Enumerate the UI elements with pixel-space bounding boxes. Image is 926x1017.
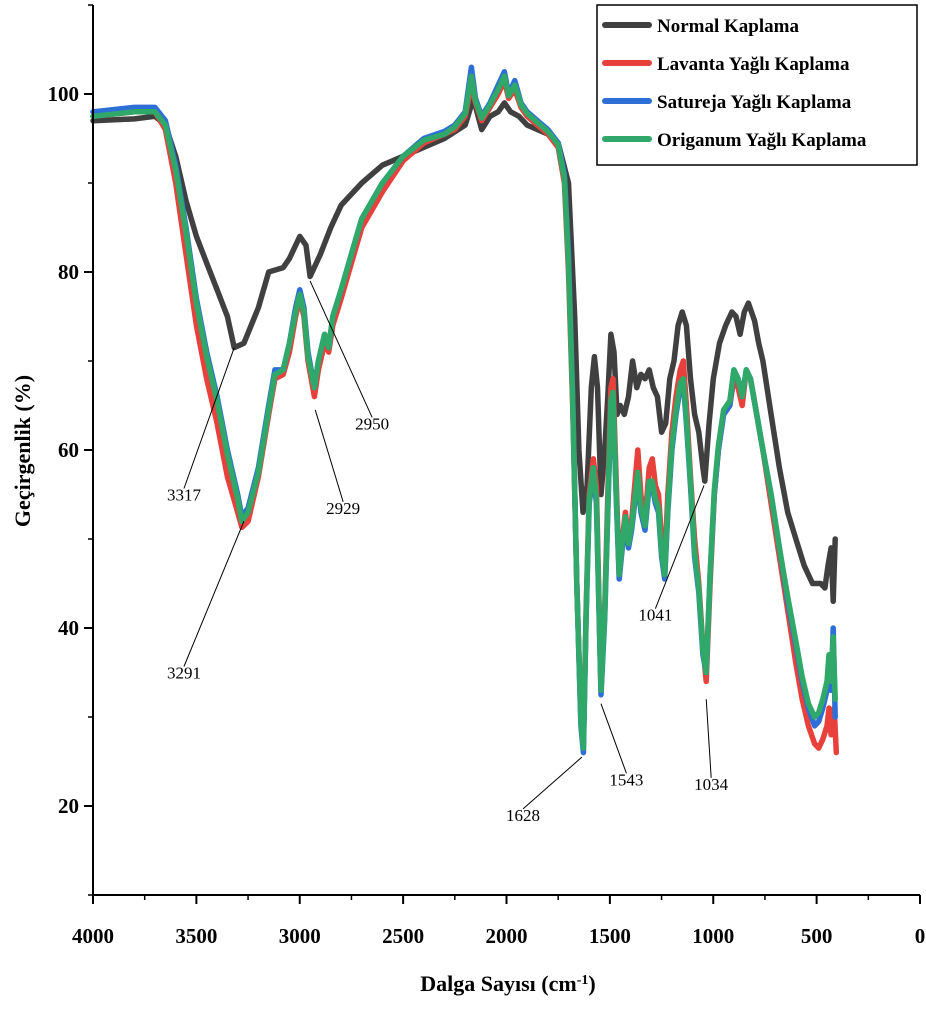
annotation-leader	[183, 521, 245, 667]
x-tick-label: 1000	[692, 924, 734, 948]
annotation-label: 1628	[506, 806, 540, 825]
x-axis-title: Dalga Sayısı (cm-1)	[420, 971, 595, 996]
x-tick-label: 3500	[175, 924, 217, 948]
annotation-label: 2929	[326, 499, 360, 518]
x-tick-label: 0	[915, 924, 926, 948]
x-axis-title-text: Dalga Sayısı (cm	[420, 971, 576, 996]
x-tick-label: 500	[801, 924, 833, 948]
annotation-leader	[600, 703, 627, 774]
annotation-label: 3317	[167, 486, 202, 505]
x-axis-title-sup: -1	[577, 973, 589, 988]
x-tick-label: 4000	[72, 924, 114, 948]
series-line-1	[90, 95, 838, 605]
x-tick-label: 3000	[279, 924, 321, 948]
annotation-label: 1543	[609, 770, 643, 789]
annotation-leader	[183, 347, 235, 489]
legend-entry: Origanum Yağlı Kaplama	[657, 130, 867, 151]
legend-entry: Satureja Yağlı Kaplama	[657, 92, 852, 113]
annotation-leader	[314, 409, 344, 502]
annotation-leader	[309, 280, 373, 418]
annotation-label: 1041	[638, 606, 672, 625]
legend: Normal Kaplama Lavanta Yağlı Kaplama Satur…	[596, 4, 918, 166]
y-axis-title: Geçirgenlik (%)	[10, 375, 35, 527]
series-line-4	[90, 73, 838, 751]
y-ticks: 20 40 60 80 100	[48, 4, 93, 896]
y-tick-label: 40	[58, 616, 79, 640]
annotation-leader	[705, 699, 712, 778]
x-tick-label: 2000	[486, 924, 528, 948]
annotation-label: 1034	[694, 775, 729, 794]
annotation-leader	[654, 485, 705, 609]
x-ticks: 4000 3500 3000 2500 2000 1500 1000 500 0	[72, 895, 925, 948]
y-tick-label: 100	[48, 82, 80, 106]
annotations: 3317 3291 2929 2950 1628 1543 1041 1034	[167, 280, 729, 825]
annotation-leader	[522, 756, 583, 810]
annotation-label: 2950	[355, 414, 389, 433]
annotation-label: 3291	[167, 664, 201, 683]
legend-entry: Lavanta Yağlı Kaplama	[657, 54, 850, 75]
x-axis-title-suffix: )	[588, 971, 595, 996]
x-tick-label: 2500	[382, 924, 424, 948]
x-tick-label: 1500	[589, 924, 631, 948]
legend-entry: Normal Kaplama	[657, 16, 799, 37]
y-tick-label: 60	[58, 438, 79, 462]
series-lines	[90, 64, 840, 756]
y-tick-label: 80	[58, 260, 79, 284]
y-tick-label: 20	[58, 794, 79, 818]
